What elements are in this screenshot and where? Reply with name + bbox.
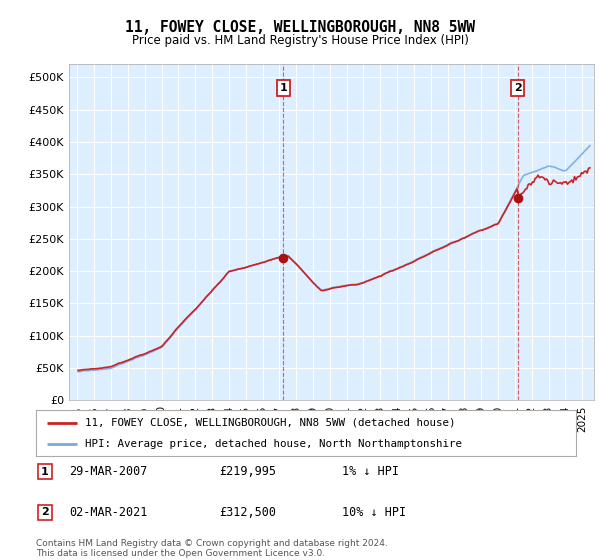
Text: 2: 2 xyxy=(514,83,521,93)
Text: 1: 1 xyxy=(280,83,287,93)
Text: 11, FOWEY CLOSE, WELLINGBOROUGH, NN8 5WW (detached house): 11, FOWEY CLOSE, WELLINGBOROUGH, NN8 5WW… xyxy=(85,418,455,428)
Text: 10% ↓ HPI: 10% ↓ HPI xyxy=(342,506,406,519)
Text: 2: 2 xyxy=(41,507,49,517)
Text: 11, FOWEY CLOSE, WELLINGBOROUGH, NN8 5WW: 11, FOWEY CLOSE, WELLINGBOROUGH, NN8 5WW xyxy=(125,20,475,35)
Text: HPI: Average price, detached house, North Northamptonshire: HPI: Average price, detached house, Nort… xyxy=(85,439,461,449)
Text: 29-MAR-2007: 29-MAR-2007 xyxy=(69,465,148,478)
Text: 1: 1 xyxy=(41,466,49,477)
Text: 02-MAR-2021: 02-MAR-2021 xyxy=(69,506,148,519)
Text: Contains HM Land Registry data © Crown copyright and database right 2024.
This d: Contains HM Land Registry data © Crown c… xyxy=(36,539,388,558)
Text: £219,995: £219,995 xyxy=(219,465,276,478)
Text: 1% ↓ HPI: 1% ↓ HPI xyxy=(342,465,399,478)
Text: Price paid vs. HM Land Registry's House Price Index (HPI): Price paid vs. HM Land Registry's House … xyxy=(131,34,469,46)
Text: £312,500: £312,500 xyxy=(219,506,276,519)
